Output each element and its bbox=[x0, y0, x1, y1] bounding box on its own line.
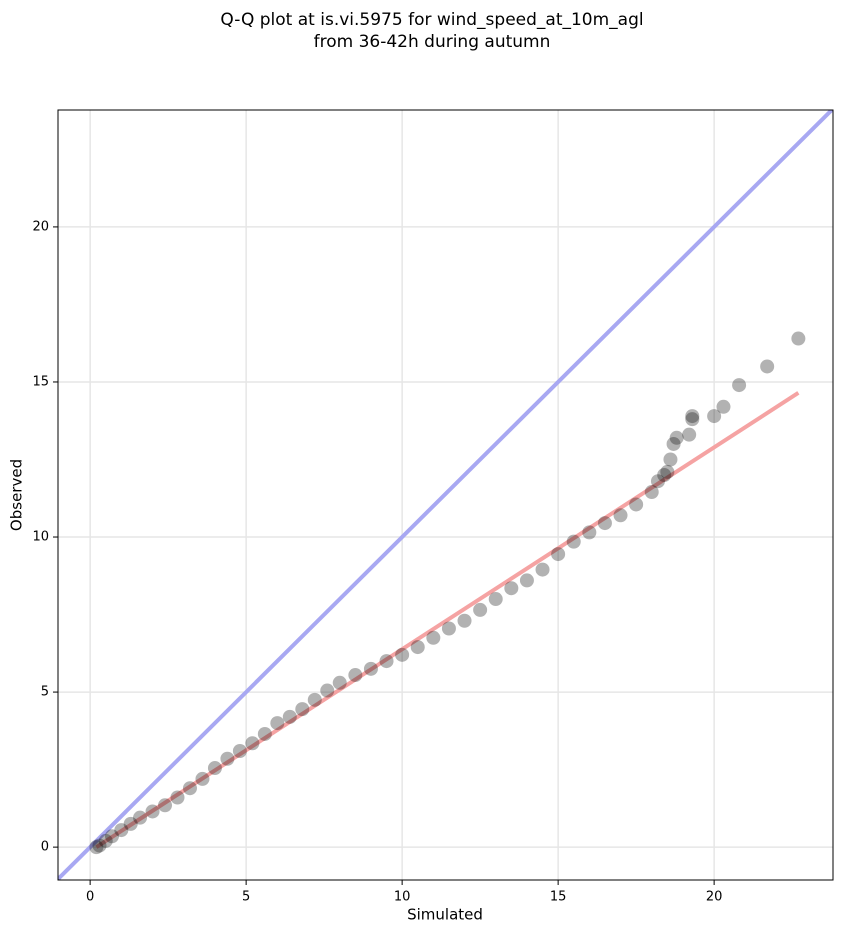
point bbox=[457, 613, 472, 628]
point bbox=[613, 508, 628, 523]
point bbox=[307, 692, 322, 707]
point bbox=[170, 790, 185, 805]
y-tick-label: 10 bbox=[32, 530, 49, 545]
chart-title: Q-Q plot at is.vi.5975 for wind_speed_at… bbox=[220, 10, 643, 30]
point bbox=[245, 736, 260, 751]
point bbox=[488, 592, 503, 607]
point bbox=[232, 743, 247, 758]
point bbox=[791, 331, 806, 346]
point bbox=[535, 562, 550, 577]
point bbox=[89, 840, 104, 855]
point bbox=[644, 485, 659, 500]
point bbox=[566, 534, 581, 549]
point bbox=[332, 675, 347, 690]
x-tick-label: 20 bbox=[706, 890, 723, 905]
point bbox=[348, 668, 363, 683]
point bbox=[666, 436, 681, 451]
point bbox=[182, 781, 197, 796]
point bbox=[760, 359, 775, 374]
y-axis-label: Observed bbox=[8, 459, 26, 531]
point bbox=[295, 702, 310, 717]
point bbox=[426, 630, 441, 645]
point bbox=[685, 409, 700, 424]
point bbox=[114, 823, 129, 838]
point bbox=[473, 602, 488, 617]
point bbox=[379, 654, 394, 669]
point bbox=[682, 427, 697, 442]
point bbox=[207, 761, 222, 776]
x-axis-label: Simulated bbox=[407, 906, 483, 924]
identity-line bbox=[58, 110, 833, 880]
point bbox=[145, 804, 160, 819]
point bbox=[685, 412, 700, 427]
point bbox=[519, 573, 534, 588]
x-tick-label: 5 bbox=[242, 890, 250, 905]
grid bbox=[58, 110, 833, 880]
point bbox=[657, 467, 672, 482]
fit-line bbox=[95, 391, 800, 849]
point bbox=[582, 525, 597, 540]
point bbox=[104, 829, 119, 844]
point bbox=[732, 378, 747, 393]
point bbox=[395, 647, 410, 662]
point bbox=[363, 661, 378, 676]
ticks: 0 5 10 15 20 0 5 10 15 20 bbox=[32, 219, 722, 904]
point bbox=[551, 547, 566, 562]
point bbox=[123, 816, 138, 831]
point bbox=[669, 430, 684, 445]
point bbox=[504, 581, 519, 596]
point bbox=[707, 409, 722, 424]
point bbox=[650, 474, 665, 489]
point bbox=[716, 399, 731, 414]
x-tick-label: 15 bbox=[550, 890, 567, 905]
point bbox=[320, 683, 335, 698]
point bbox=[282, 709, 297, 724]
point bbox=[270, 716, 285, 731]
point bbox=[660, 464, 675, 479]
axes-frame bbox=[57, 109, 834, 881]
point bbox=[629, 497, 644, 512]
point bbox=[220, 751, 235, 766]
x-tick-label: 0 bbox=[86, 890, 94, 905]
point bbox=[98, 833, 113, 848]
x-tick-label: 10 bbox=[394, 890, 411, 905]
chart-title: from 36-42h during autumn bbox=[314, 32, 551, 52]
y-tick-label: 20 bbox=[32, 219, 49, 234]
point bbox=[410, 640, 425, 655]
y-tick-label: 15 bbox=[32, 374, 49, 389]
y-tick-label: 0 bbox=[41, 840, 49, 855]
plot-area bbox=[58, 110, 833, 880]
point bbox=[663, 452, 678, 467]
point bbox=[257, 726, 272, 741]
point bbox=[92, 838, 107, 853]
point bbox=[195, 771, 210, 786]
y-tick-label: 5 bbox=[41, 685, 49, 700]
point bbox=[441, 621, 456, 636]
point bbox=[597, 516, 612, 531]
point bbox=[158, 798, 173, 813]
point bbox=[133, 810, 148, 825]
